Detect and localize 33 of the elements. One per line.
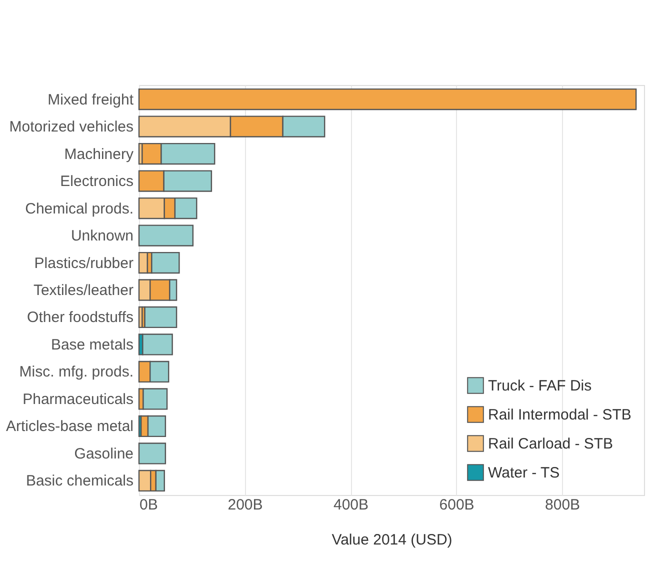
bar (142, 334, 173, 356)
y-tick-label: Articles-base metal (6, 418, 134, 436)
y-tick-label: Plastics/rubber (34, 254, 134, 272)
x-tick-label: 400B (333, 496, 369, 514)
x-tick-label: 0B (140, 496, 158, 514)
bar (138, 88, 637, 110)
y-tick-label: Basic chemicals (26, 472, 134, 490)
y-tick-label: Motorized vehicles (9, 118, 134, 136)
bar (138, 442, 166, 464)
y-tick-label: Textiles/leather (33, 282, 134, 299)
y-tick-label: Misc. mfg. prods. (19, 364, 134, 381)
legend-label: Water - TS (488, 464, 560, 482)
y-tick-label: Machinery (64, 146, 134, 163)
bar (138, 224, 194, 246)
legend-label: Rail Carload - STB (488, 436, 614, 452)
y-tick-label: Other foodstuffs (27, 309, 134, 326)
y-tick-label: Unknown (70, 228, 134, 245)
y-tick-label: Pharmaceuticals (22, 390, 134, 408)
bar (151, 252, 180, 274)
y-tick-label: Base metals (50, 336, 134, 354)
x-tick-label: 800B (545, 496, 580, 514)
x-axis-title: Value 2014 (USD) (332, 532, 452, 548)
y-tick-label: Chemical prods. (25, 200, 134, 218)
y-tick-label: Mixed freight (48, 91, 134, 108)
x-tick-label: 600B (439, 496, 474, 514)
legend-label: Rail Intermodal - STB (488, 406, 632, 424)
legend-label: Truck - FAF Dis (488, 378, 592, 394)
bar (138, 470, 152, 492)
x-tick-label: 200B (228, 496, 263, 514)
y-tick-label: Gasoline (74, 445, 134, 462)
bar (142, 388, 168, 410)
bar (144, 306, 178, 328)
y-tick-label: Electronics (60, 173, 134, 190)
